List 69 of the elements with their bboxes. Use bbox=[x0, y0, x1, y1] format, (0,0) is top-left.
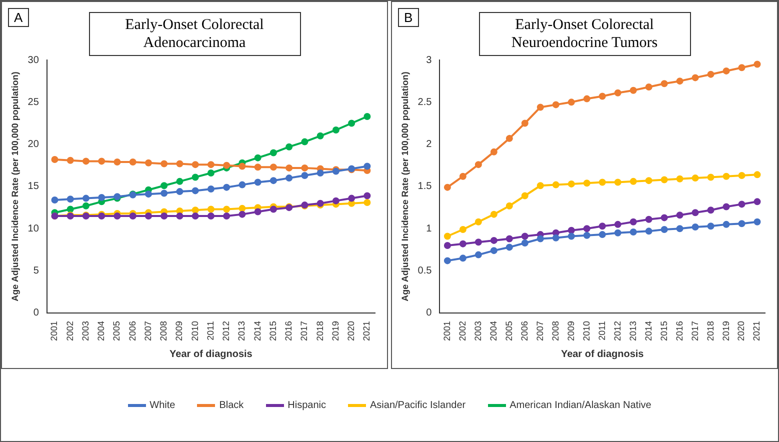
x-tick-label: 2012 bbox=[221, 320, 232, 342]
x-tick-label: 2019 bbox=[330, 320, 340, 342]
x-tick-label: 2004 bbox=[488, 320, 498, 342]
x-tick-label: 2018 bbox=[314, 320, 325, 342]
y-axis-title: Age Adjusted Incidence Rate (per 100,000 population) bbox=[10, 72, 20, 302]
text: B bbox=[398, 8, 419, 27]
x-tick-label: 2006 bbox=[127, 320, 138, 342]
y-tick-label: 1.5 bbox=[418, 181, 432, 192]
y-tick-label: 5 bbox=[33, 266, 40, 277]
x-tick-label: 2020 bbox=[736, 320, 746, 342]
legend-label: Hispanic bbox=[288, 400, 326, 410]
x-tick-label: 2001 bbox=[442, 320, 452, 342]
x-tick-label: 2010 bbox=[190, 320, 200, 342]
x-tick-label: 2003 bbox=[80, 320, 90, 342]
x-tick-label: 2008 bbox=[550, 320, 560, 342]
chart-title: Early-Onset Colorectal Adenocarcinoma bbox=[88, 12, 300, 56]
x-tick-label: 2007 bbox=[142, 320, 153, 342]
x-tick-label: 2009 bbox=[174, 320, 184, 342]
x-tick-label: 2005 bbox=[112, 320, 122, 342]
y-tick-label: 0 bbox=[33, 308, 40, 319]
x-tick-label: 2003 bbox=[472, 320, 483, 342]
legend-label: Black bbox=[219, 400, 244, 410]
x-tick-label: 2009 bbox=[566, 320, 576, 342]
x-tick-label: 2001 bbox=[49, 320, 60, 342]
legend-label: Asian/Pacific Islander bbox=[370, 400, 466, 410]
x-tick-label: 2012 bbox=[612, 320, 622, 342]
x-tick-label: 2002 bbox=[64, 320, 75, 342]
x-tick-label: 2017 bbox=[299, 320, 310, 342]
legend-label: American Indian/Alaskan Native bbox=[510, 400, 652, 410]
x-tick-label: 2020 bbox=[346, 320, 356, 342]
y-tick-label: 2 bbox=[426, 139, 432, 150]
y-tick-label: 10 bbox=[28, 223, 40, 234]
y-tick-label: 25 bbox=[28, 96, 40, 108]
x-tick-label: 2017 bbox=[690, 320, 700, 342]
y-tick-label: 1 bbox=[426, 223, 432, 234]
x-tick-label: 2016 bbox=[674, 320, 684, 342]
chart-title: Early-Onset Colorectal Neuroendocrine Tumors bbox=[478, 12, 690, 56]
x-tick-label: 2011 bbox=[596, 320, 607, 340]
x-tick-label: 2015 bbox=[268, 320, 278, 342]
x-tick-label: 2014 bbox=[643, 320, 654, 342]
y-tick-label: 0.5 bbox=[418, 266, 432, 277]
x-tick-label: 2015 bbox=[658, 320, 669, 342]
y-tick-label: 30 bbox=[28, 54, 40, 66]
x-tick-label: 2007 bbox=[534, 320, 545, 342]
x-tick-label: 2002 bbox=[457, 320, 468, 342]
x-tick-label: 2021 bbox=[362, 320, 372, 342]
y-tick-label: 15 bbox=[28, 181, 40, 192]
legend-label: White bbox=[150, 400, 176, 410]
x-tick-label: 2004 bbox=[96, 320, 106, 342]
x-tick-label: 2006 bbox=[519, 320, 530, 342]
y-tick-label: 3 bbox=[426, 54, 432, 66]
x-tick-label: 2011 bbox=[205, 320, 216, 340]
x-tick-label: 2021 bbox=[752, 320, 762, 342]
x-tick-label: 2019 bbox=[720, 320, 731, 342]
x-tick-label: 2008 bbox=[158, 320, 169, 342]
x-axis-title: Year of diagnosis bbox=[560, 348, 644, 360]
x-tick-label: 2013 bbox=[236, 320, 247, 342]
x-tick-label: 2005 bbox=[504, 320, 514, 342]
x-tick-label: 2013 bbox=[628, 320, 638, 342]
x-tick-label: 2010 bbox=[581, 320, 592, 342]
x-tick-label: 2014 bbox=[252, 320, 262, 342]
y-tick-label: 0 bbox=[426, 308, 432, 319]
text: A bbox=[8, 8, 29, 27]
y-axis-title: Age Adjusted Incidence Rate (per 100,000 population) bbox=[400, 72, 410, 302]
x-tick-label: 2018 bbox=[705, 320, 716, 342]
y-tick-label: 20 bbox=[28, 139, 40, 150]
y-tick-label: 2.5 bbox=[418, 96, 432, 108]
x-tick-label: 2016 bbox=[284, 320, 294, 342]
x-axis-title: Year of diagnosis bbox=[170, 348, 253, 360]
